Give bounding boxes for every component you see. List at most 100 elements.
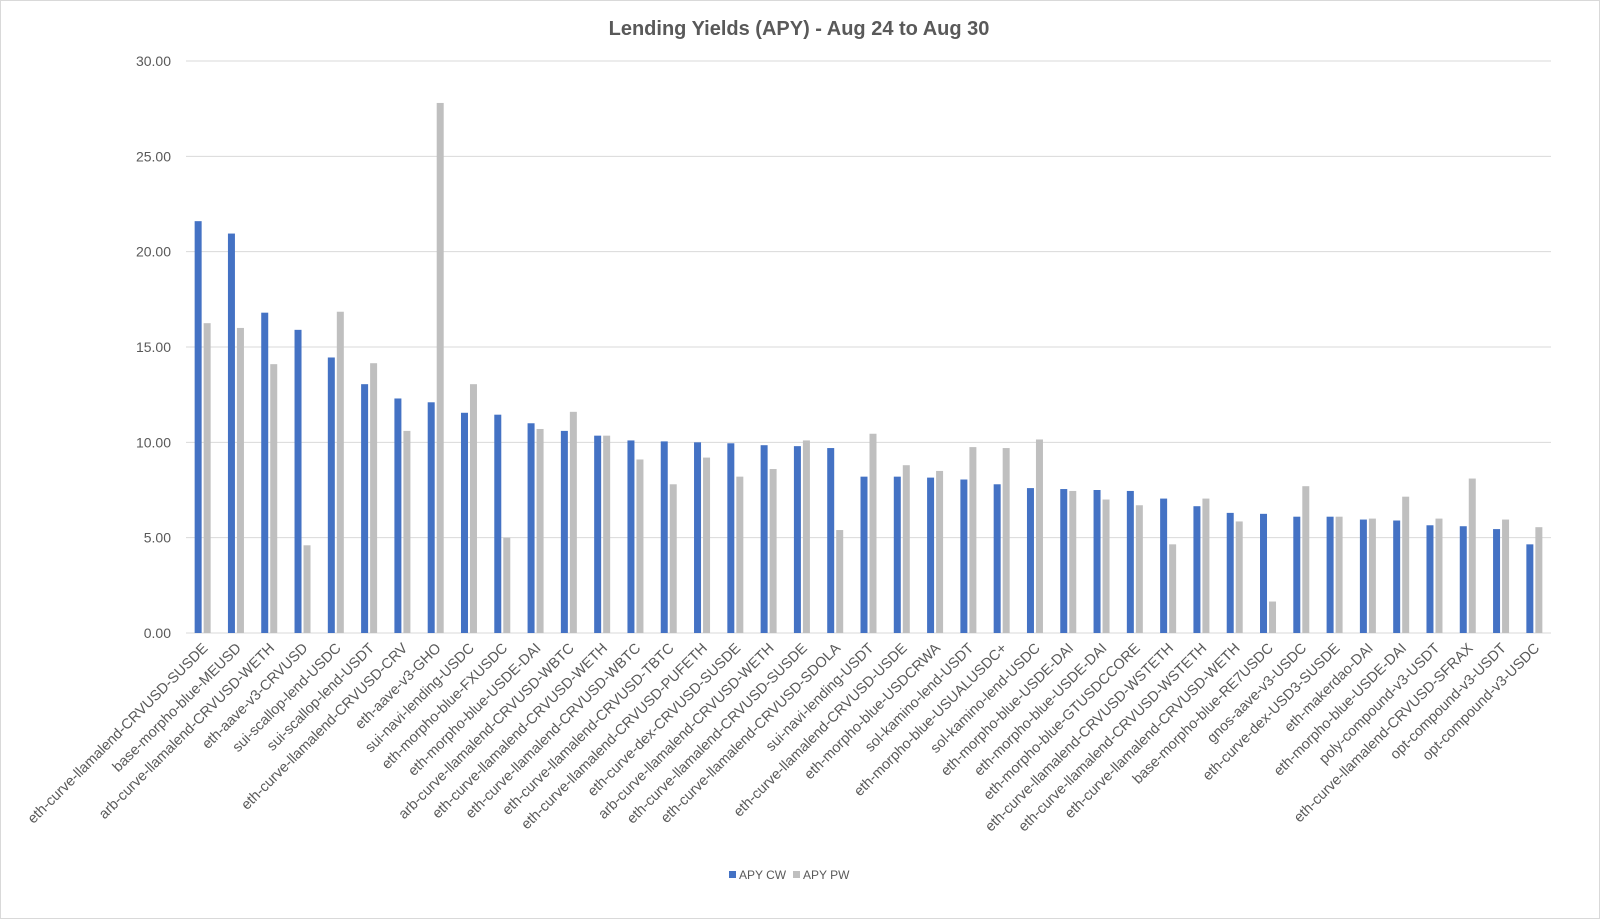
bar-apy-pw <box>902 465 910 633</box>
bar-apy-cw <box>194 221 202 633</box>
bar-apy-cw <box>261 312 269 633</box>
bar-apy-pw <box>469 384 477 633</box>
chart-title: Lending Yields (APY) - Aug 24 to Aug 30 <box>609 18 990 40</box>
x-axis-ticks: eth-curve-llamalend-CRVUSD-SUSDEbase-mor… <box>25 640 1543 835</box>
bar-apy-pw <box>669 484 677 633</box>
bar-apy-cw <box>1060 489 1068 633</box>
bar-apy-cw <box>1193 506 1201 633</box>
bar-apy-pw <box>736 476 744 633</box>
bar-apy-cw <box>294 329 302 633</box>
bar-apy-cw <box>960 479 968 633</box>
bar-apy-cw <box>1160 498 1168 633</box>
y-tick-label: 15.00 <box>136 339 171 355</box>
y-tick-label: 25.00 <box>136 148 171 164</box>
bar-apy-cw <box>927 477 935 633</box>
bar-apy-pw <box>1202 498 1210 633</box>
bar-apy-pw <box>1002 448 1010 633</box>
bar-apy-pw <box>1502 519 1510 633</box>
gridlines <box>186 60 1551 634</box>
bar-apy-pw <box>936 470 944 633</box>
bar-apy-cw <box>1226 512 1234 633</box>
bar-apy-cw <box>660 441 668 633</box>
bar-apy-cw <box>860 476 868 633</box>
bar-apy-pw <box>836 530 844 633</box>
bar-apy-cw <box>527 423 535 633</box>
bar-apy-cw <box>760 445 768 633</box>
bar-apy-cw <box>494 414 502 633</box>
y-tick-label: 0.00 <box>144 625 171 641</box>
bar-apy-pw <box>1035 439 1043 633</box>
bar-apy-pw <box>869 433 877 633</box>
bar-apy-pw <box>270 364 278 633</box>
bar-apy-cw <box>1126 490 1134 633</box>
bar-apy-cw <box>793 446 801 633</box>
bar-apy-cw <box>1459 526 1467 633</box>
legend-swatch <box>793 871 800 878</box>
bar-apy-cw <box>827 448 835 633</box>
y-tick-label: 20.00 <box>136 244 171 260</box>
bar-apy-pw <box>1169 544 1177 633</box>
bar-apy-pw <box>802 440 810 633</box>
y-tick-label: 5.00 <box>144 530 171 546</box>
bar-apy-pw <box>769 469 777 633</box>
bar-apy-cw <box>727 443 735 633</box>
bar-apy-pw <box>969 447 977 633</box>
bar-apy-cw <box>1393 520 1401 633</box>
bar-apy-cw <box>394 398 402 633</box>
bar-apy-cw <box>1359 519 1367 633</box>
y-tick-label: 30.00 <box>136 53 171 69</box>
bar-apy-pw <box>603 435 611 633</box>
bar-apy-cw <box>627 440 635 633</box>
bar-apy-cw <box>1526 544 1534 633</box>
bar-apy-cw <box>327 357 335 633</box>
bar-apy-pw <box>569 411 577 633</box>
bar-apy-pw <box>1269 601 1277 633</box>
bar-apy-cw <box>227 233 235 633</box>
bar-apy-pw <box>1368 518 1376 633</box>
bar-apy-pw <box>403 430 411 633</box>
bar-apy-cw <box>993 484 1001 633</box>
bar-apy-pw <box>1402 496 1410 633</box>
legend-swatch <box>729 871 736 878</box>
bar-apy-pw <box>1102 499 1110 633</box>
bar-apy-pw <box>536 428 544 633</box>
bar-apy-pw <box>1535 527 1543 633</box>
bar-apy-cw <box>1093 490 1101 633</box>
bar-apy-cw <box>427 402 435 633</box>
legend-label: APY PW <box>803 868 850 882</box>
bar-apy-pw <box>636 459 644 633</box>
bar-apy-pw <box>1435 518 1443 633</box>
bar-apy-cw <box>361 384 369 633</box>
bar-apy-cw <box>560 430 568 633</box>
bar-apy-pw <box>303 545 311 633</box>
bar-apy-pw <box>703 457 711 633</box>
bar-apy-cw <box>1493 529 1501 633</box>
bar-apy-pw <box>1235 521 1243 633</box>
bar-apy-cw <box>594 435 602 633</box>
bar-apy-pw <box>236 327 244 633</box>
bar-apy-pw <box>1135 505 1143 633</box>
bar-apy-pw <box>1468 478 1476 633</box>
bar-apy-cw <box>694 442 702 633</box>
bar-apy-pw <box>336 311 344 633</box>
bar-apy-cw <box>460 412 468 633</box>
y-tick-label: 10.00 <box>136 434 171 450</box>
bar-apy-pw <box>1335 516 1343 633</box>
bar-apy-cw <box>893 476 901 633</box>
bar-apy-cw <box>1326 516 1334 633</box>
bar-apy-cw <box>1293 516 1301 633</box>
y-axis-ticks: 0.00 5.00 10.00 15.00 20.00 25.00 30.00 <box>136 53 171 641</box>
x-tick-label: base-morpho-blue-MEUSD <box>110 641 245 776</box>
bar-apy-cw <box>1260 513 1268 633</box>
bar-apy-pw <box>436 102 444 634</box>
bars <box>194 102 1543 634</box>
legend: APY CW APY PW <box>729 868 850 882</box>
bar-apy-pw <box>1069 490 1077 633</box>
bar-apy-pw <box>203 323 211 633</box>
legend-label: APY CW <box>739 868 787 882</box>
bar-apy-pw <box>503 537 511 633</box>
bar-apy-cw <box>1026 488 1034 633</box>
bar-apy-cw <box>1426 525 1434 633</box>
